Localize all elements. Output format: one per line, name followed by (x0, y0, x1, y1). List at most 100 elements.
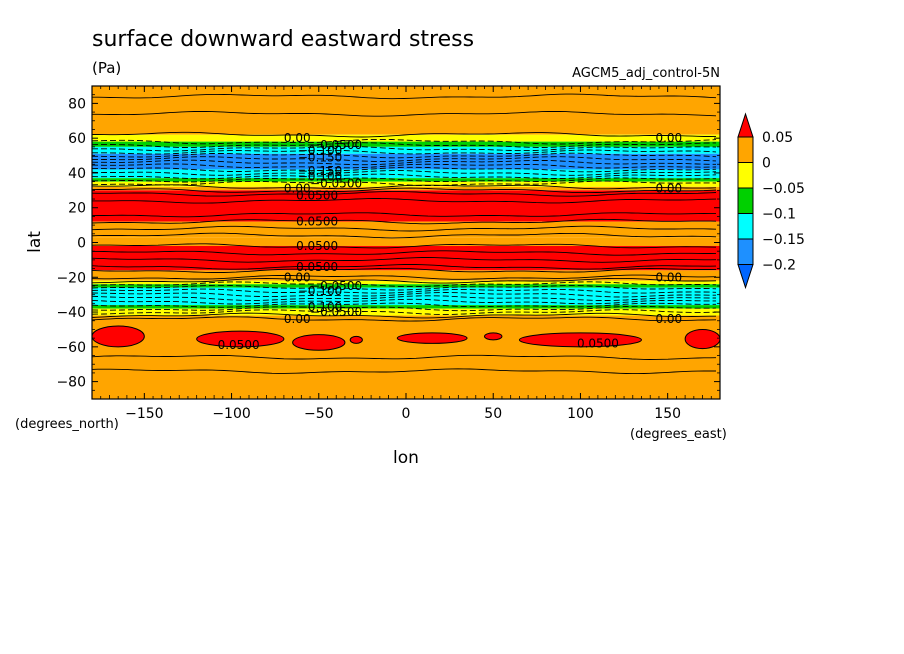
y-tick-label: 40 (68, 166, 86, 182)
contour-label-19: 0.0500 (577, 336, 619, 350)
contour-line-dashed-17 (91, 295, 716, 301)
contour-label-23: 0.00 (655, 312, 682, 326)
contour-label-17: 0.00 (284, 312, 311, 326)
contour-line-dashed-15 (91, 288, 717, 294)
band-10 (92, 221, 720, 238)
colorbar-segment-2 (737, 162, 754, 189)
contour-line-solid-16 (91, 274, 717, 280)
red-patch-1 (196, 330, 285, 348)
plot-area: 0.00 −0.0500−0.100−0.150−0.150−0.100−0.05… (91, 85, 721, 400)
contour-lines (91, 93, 717, 375)
band-3 (92, 146, 720, 154)
red-patch-5 (484, 332, 503, 341)
contour-label-9: 0.0500 (296, 215, 338, 229)
band-13 (92, 270, 720, 281)
contour-line-dashed-8 (91, 166, 717, 173)
contour-line-solid-2 (92, 131, 717, 138)
band-1 (92, 134, 720, 142)
colorbar-extend-top (737, 112, 754, 138)
red-patch-0 (91, 325, 145, 348)
colorbar-segment-4 (737, 213, 754, 240)
band-15 (92, 284, 720, 288)
contour-line-solid-8 (91, 218, 717, 225)
colorbar-label: −0.1 (762, 207, 796, 223)
contour-line-solid-0 (92, 93, 717, 100)
contour-line-solid-15 (91, 267, 717, 273)
contour-line-dashed-21 (91, 309, 717, 315)
band-19 (92, 315, 720, 399)
colorbar-extend-bottom (737, 264, 754, 290)
contour-label-11: 0.0500 (296, 260, 338, 274)
contour-labels: 0.00 −0.0500−0.100−0.150−0.150−0.100−0.05… (218, 131, 683, 352)
contour-label-8: 0.0500 (296, 189, 338, 203)
contour-line-dashed-2 (92, 145, 717, 152)
contour-line-dashed-12 (91, 180, 717, 187)
contour-line-dashed-10 (91, 173, 717, 180)
contour-label-7: 0.00 (284, 182, 311, 196)
y-tick-label: −20 (56, 270, 86, 286)
band-11 (92, 237, 720, 246)
contour-line-solid-6 (92, 198, 717, 204)
band-17 (92, 305, 720, 309)
contour-line-dashed-11 (92, 177, 716, 183)
x-tick-label: 150 (654, 406, 681, 422)
contour-label-4: −0.150 (298, 164, 342, 178)
colorbar-segment-3 (737, 187, 754, 214)
contour-line-dashed-20 (91, 305, 717, 312)
y-tick-label: −60 (56, 340, 86, 356)
band-5 (92, 169, 720, 179)
contour-label-14: −0.100 (298, 284, 342, 298)
colorbar-label: −0.15 (762, 232, 805, 248)
y-units-label: (degrees_north) (15, 417, 119, 432)
contour-line-dashed-9 (91, 170, 717, 176)
axes: −150 −100 −50 0 50 100 150 80 60 40 20 0 −20 −40 −60 −8… (56, 86, 720, 422)
x-tick-label: 50 (484, 406, 502, 422)
y-tick-label: −80 (56, 375, 86, 391)
contour-line-solid-18 (91, 312, 716, 319)
contour-label-15: −0.100 (298, 300, 342, 314)
contour-label-0: 0.00 (284, 131, 311, 145)
colorbar: 0.05 0 −0.05 −0.1 −0.15 −0.2 (737, 112, 805, 290)
colorbar-label: 0 (762, 156, 771, 172)
contour-label-16: −0.0500 (310, 305, 362, 319)
contour-line-dashed-13 (91, 281, 717, 288)
x-axis-label: lon (393, 448, 419, 468)
y-axis-label: lat (25, 231, 45, 253)
contour-label-3: −0.150 (298, 150, 342, 164)
contour-label-18: 0.0500 (218, 338, 260, 352)
contour-line-solid-11 (91, 243, 717, 249)
x-tick-label: −150 (125, 406, 163, 422)
red-patch-4 (396, 332, 468, 344)
band-18 (92, 308, 720, 316)
contour-line-solid-13 (91, 257, 717, 263)
band-4 (92, 153, 720, 170)
chart-units: (Pa) (92, 59, 121, 77)
contour-label-6: −0.0500 (310, 176, 362, 190)
contour-line-solid-12 (92, 250, 717, 256)
y-tick-label: 0 (77, 236, 86, 252)
colorbar-label: −0.2 (762, 258, 796, 274)
contour-label-12: 0.00 (284, 270, 311, 284)
dataset-label: AGCM5_adj_control-5N (572, 66, 720, 81)
band-0 (92, 86, 720, 135)
contour-label-2: −0.100 (298, 143, 342, 157)
contour-line-solid-20 (91, 354, 717, 360)
band-7 (92, 181, 720, 187)
contour-line-solid-3 (91, 184, 717, 190)
x-tick-label: 0 (402, 406, 411, 422)
red-patch-7 (684, 328, 721, 350)
contour-line-dashed-7 (91, 163, 717, 169)
contour-label-1: −0.0500 (310, 138, 362, 152)
red-patch-3 (349, 335, 363, 344)
contour-label-5: −0.100 (298, 169, 342, 183)
contour-line-solid-21 (91, 368, 716, 375)
chart-title: surface downward eastward stress (92, 27, 474, 52)
contour-line-solid-10 (91, 232, 717, 239)
x-tick-label: −100 (212, 406, 250, 422)
y-tick-label: 80 (68, 96, 86, 112)
contour-line-dashed-6 (91, 159, 716, 166)
contour-line-solid-4 (91, 187, 717, 194)
contour-label-13: −0.0500 (310, 279, 362, 293)
x-tick-label: 100 (567, 406, 594, 422)
